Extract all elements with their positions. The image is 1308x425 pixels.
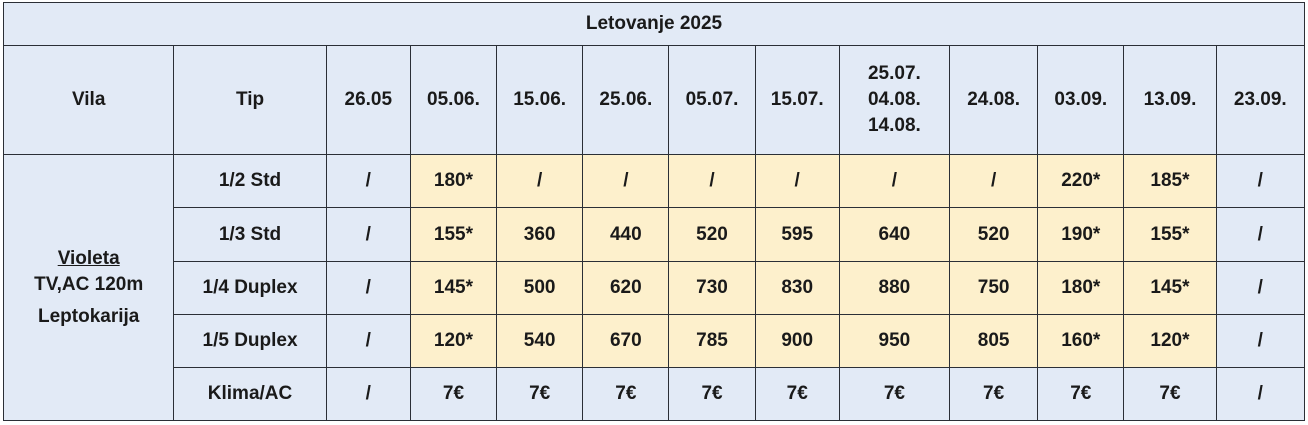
header-tip: Tip [173,45,327,156]
price-cell: / [325,207,411,262]
price-cell: / [325,366,411,422]
price-cell: / [582,154,670,209]
table-row: 1/5 Duplex/120* 540 670 785 900 950 805 160* 120… [4,313,1306,368]
villa-name-link[interactable]: Violeta [57,247,120,269]
price-cell: 7€ [1123,366,1217,422]
price-cell: 670 [582,313,670,368]
price-cell: / [325,154,411,209]
header-date: 26.05 [325,45,411,156]
price-cell: / [496,154,584,209]
price-cell: 440 [582,207,670,262]
price-cell: 7€ [838,366,951,422]
price-cell: 640 [838,207,951,262]
price-cell: / [838,154,951,209]
price-cell: 145* [409,260,498,315]
price-cell: 155* [409,207,498,262]
price-cell: 220* [1037,154,1125,209]
price-cell: / [1215,154,1306,209]
header-date: 25.06. [582,45,670,156]
table-title: Letovanje 2025 [3,1,1305,47]
header-date: 03.09. [1037,45,1125,156]
price-cell: 750 [949,260,1039,315]
price-cell: / [1215,207,1306,262]
price-cell: 120* [1123,313,1217,368]
villa-features: TV,AC 120m [34,273,144,295]
price-cell: / [1215,260,1306,315]
price-cell: / [754,154,840,209]
header-vila: Vila [2,45,175,156]
room-type-cell: Klima/AC [173,366,327,422]
price-cell: 880 [838,260,951,315]
price-cell: / [1215,313,1306,368]
price-cell: 7€ [582,366,670,422]
header-date: 05.06. [409,45,498,156]
room-type-cell: 1/2 Std [173,154,327,209]
price-cell: 500 [496,260,584,315]
price-cell: 595 [754,207,840,262]
price-cell: 730 [668,260,756,315]
table-row: 1/4 Duplex/145* 500 620 730 830 880 750 180* 145… [4,260,1306,315]
price-cell: 7€ [754,366,840,422]
room-type-cell: 1/5 Duplex [173,313,327,368]
price-cell: 785 [668,313,756,368]
price-cell: 540 [496,313,584,368]
price-cell: / [668,154,756,209]
price-cell: 805 [949,313,1039,368]
price-cell: / [949,154,1039,209]
table-row: 1/3 Std/155* 360 440 520 595 640 520 190* 155* / [4,207,1306,262]
price-cell: 160* [1037,313,1125,368]
header-date: 23.09. [1215,45,1306,156]
price-cell: / [325,313,411,368]
price-cell: 180* [409,154,498,209]
title-row: Letovanje 2025 [3,1,1305,47]
room-type-cell: 1/4 Duplex [173,260,327,315]
villa-cell: Violeta TV,AC 120m Leptokarija [2,154,175,421]
price-cell: 120* [409,313,498,368]
price-cell: 520 [668,207,756,262]
table-row: Violeta TV,AC 120m Leptokarija 1/2 Std/180*… [2,154,1306,421]
price-cell: 7€ [496,366,584,422]
price-cell: 190* [1037,207,1125,262]
price-cell: 360 [496,207,584,262]
header-date: 24.08. [949,45,1039,156]
price-cell: 155* [1123,207,1217,262]
price-cell: 7€ [668,366,756,422]
price-cell: 185* [1123,154,1217,209]
header-row: Vila Tip 26.05 05.06. 15.06. 25.06. 05.0… [2,45,1306,156]
price-cell: 7€ [949,366,1039,422]
price-cell: 950 [838,313,951,368]
table-row: Klima/AC/7€ 7€ 7€ 7€ 7€ 7€ 7€ 7€ 7€ / [4,366,1306,422]
price-cell: 7€ [1037,366,1125,422]
header-date: 13.09. [1123,45,1217,156]
price-cell: 145* [1123,260,1217,315]
price-cell: 180* [1037,260,1125,315]
price-cell: / [1215,366,1306,422]
room-type-cell: 1/3 Std [173,207,327,262]
price-cell: 520 [949,207,1039,262]
header-date: 15.07. [754,45,840,156]
villa-location: Leptokarija [37,305,140,327]
header-date-multi: 25.07. 04.08. 14.08. [838,45,951,156]
price-cell: 830 [754,260,840,315]
header-date: 15.06. [496,45,584,156]
header-date: 05.07. [668,45,756,156]
price-cell: 620 [582,260,670,315]
price-cell: / [325,260,411,315]
price-cell: 900 [754,313,840,368]
price-cell: 7€ [409,366,498,422]
